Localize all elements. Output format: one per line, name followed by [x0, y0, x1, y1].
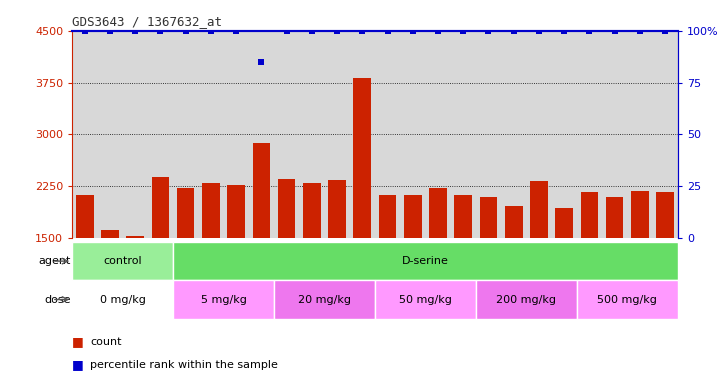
Bar [656, 192, 674, 238]
Bar [72, 280, 173, 319]
Bar [173, 242, 678, 280]
Bar [577, 280, 678, 319]
Bar [375, 280, 476, 319]
Bar [454, 195, 472, 238]
Bar [274, 280, 375, 319]
Bar [353, 78, 371, 238]
Bar [227, 185, 245, 238]
Bar [404, 195, 422, 238]
Bar [631, 191, 649, 238]
Bar [606, 197, 624, 238]
Text: ■: ■ [72, 335, 84, 348]
Text: count: count [90, 337, 122, 347]
Bar [580, 192, 598, 238]
Bar [530, 181, 548, 238]
Text: 200 mg/kg: 200 mg/kg [496, 295, 557, 305]
Text: 50 mg/kg: 50 mg/kg [399, 295, 452, 305]
Text: 20 mg/kg: 20 mg/kg [298, 295, 351, 305]
Text: control: control [103, 256, 142, 266]
Bar [202, 183, 220, 238]
Bar [476, 280, 577, 319]
Bar [479, 197, 497, 238]
Text: D-serine: D-serine [402, 256, 449, 266]
Text: GDS3643 / 1367632_at: GDS3643 / 1367632_at [72, 15, 222, 28]
Text: 0 mg/kg: 0 mg/kg [99, 295, 146, 305]
Bar [151, 177, 169, 238]
Bar [101, 230, 119, 238]
Bar [126, 236, 144, 238]
Bar [76, 195, 94, 238]
Text: dose: dose [44, 295, 71, 305]
Text: agent: agent [38, 256, 71, 266]
Text: 500 mg/kg: 500 mg/kg [597, 295, 658, 305]
Bar [303, 184, 321, 238]
Bar [328, 180, 346, 238]
Bar [505, 205, 523, 238]
Bar [252, 143, 270, 238]
Bar [177, 188, 195, 238]
Bar [72, 242, 173, 280]
Bar [278, 179, 296, 238]
Bar [555, 208, 573, 238]
Bar [173, 280, 274, 319]
Text: 5 mg/kg: 5 mg/kg [200, 295, 247, 305]
Text: ■: ■ [72, 358, 84, 371]
Bar [379, 195, 397, 238]
Bar [429, 188, 447, 238]
Text: percentile rank within the sample: percentile rank within the sample [90, 360, 278, 370]
